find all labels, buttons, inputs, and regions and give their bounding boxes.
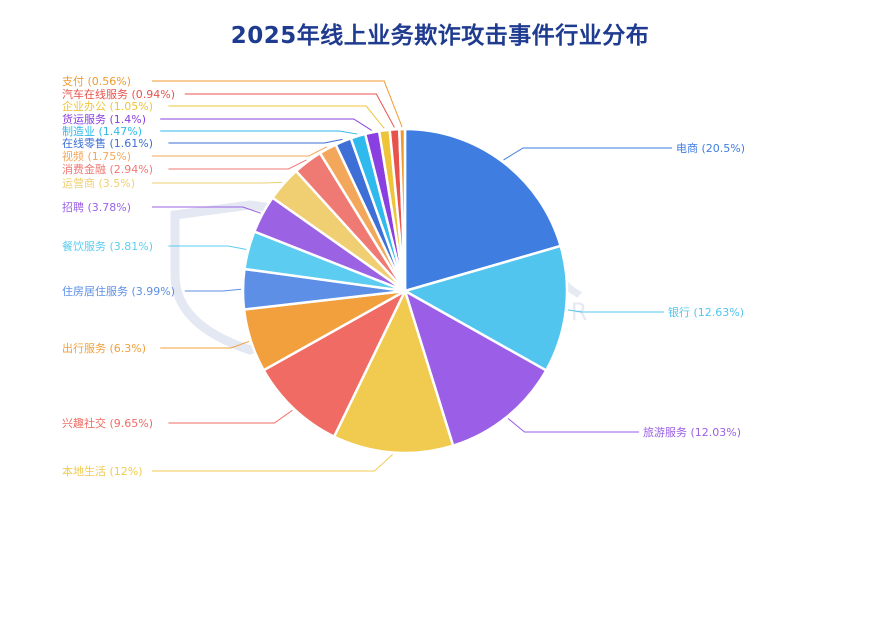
slice-label-2: 旅游服务 (12.03%) (643, 425, 741, 439)
leader-line-15 (168, 105, 385, 129)
slice-label-6: 住房居住服务 (3.99%) (62, 284, 175, 298)
leader-line-10 (168, 159, 307, 170)
slice-label-16: 汽车在线服务 (0.94%) (62, 87, 175, 101)
slice-label-8: 招聘 (3.78%) (62, 200, 131, 214)
slice-label-7: 餐饮服务 (3.81%) (62, 239, 153, 253)
slice-label-5: 出行服务 (6.3%) (62, 341, 146, 355)
leader-line-2 (507, 418, 639, 433)
leader-line-11 (152, 146, 328, 157)
slice-0 (403, 127, 562, 293)
leader-line-14 (160, 118, 372, 131)
slice-label-15: 企业办公 (1.05%) (62, 99, 153, 113)
leader-line-3 (152, 454, 393, 472)
slice-label-3: 本地生活 (12%) (62, 464, 143, 478)
leader-line-1 (567, 309, 664, 313)
leader-line-17 (152, 80, 403, 128)
slice-label-12: 在线零售 (1.61%) (62, 136, 153, 150)
slice-label-10: 消费金融 (2.94%) (62, 162, 153, 176)
leader-line-7 (168, 245, 247, 250)
slice-2 (403, 289, 548, 447)
leader-line-8 (152, 206, 261, 214)
leader-line-4 (168, 409, 293, 424)
chart-title: 2025年线上业务欺诈攻击事件行业分布 (230, 23, 650, 49)
slice-17 (398, 127, 407, 293)
slice-1 (403, 244, 569, 372)
slice-label-9: 运营商 (3.5%) (62, 176, 135, 190)
pie-slices (241, 127, 569, 455)
slice-label-0: 电商 (20.5%) (676, 141, 745, 155)
slice-label-17: 支付 (0.56%) (62, 75, 131, 88)
leader-line-16 (184, 93, 395, 128)
slice-label-13: 制造业 (1.47%) (62, 124, 142, 138)
slice-label-1: 银行 (12.63%) (668, 305, 744, 319)
leader-line-13 (160, 130, 358, 135)
leader-line-12 (168, 138, 343, 144)
slice-label-11: 视频 (1.75%) (62, 149, 131, 163)
slice-3 (332, 289, 455, 455)
leader-line-9 (152, 181, 283, 184)
slice-4 (262, 289, 407, 438)
slice-label-14: 货运服务 (1.4%) (62, 112, 146, 126)
leader-line-6 (184, 288, 242, 292)
leader-line-0 (503, 147, 672, 161)
leader-line-5 (160, 340, 250, 349)
pie-labels: 电商 (20.5%) 银行 (12.63%) 旅游服务 (12.03%) 本地生活 (… (62, 75, 745, 478)
slice-label-4: 兴趣社交 (9.65%) (62, 416, 153, 430)
